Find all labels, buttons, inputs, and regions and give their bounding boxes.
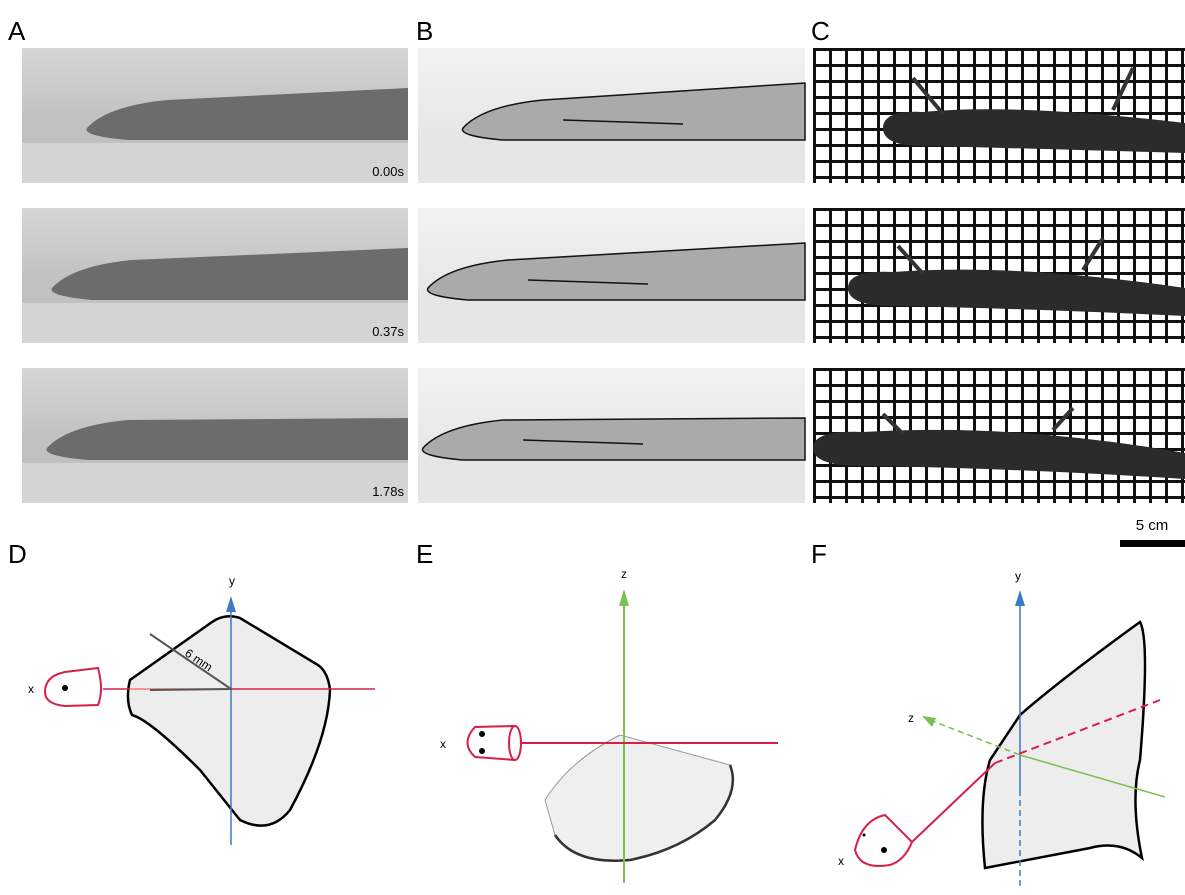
axis-label: y	[1015, 569, 1021, 583]
z-axis	[1019, 754, 1166, 798]
axis-label: z	[621, 567, 627, 581]
ground	[22, 463, 408, 503]
ground	[418, 306, 805, 343]
head	[853, 813, 914, 867]
photo-b	[418, 208, 806, 343]
scale-bar	[1120, 540, 1185, 547]
panel-label: B	[416, 16, 433, 46]
timestamp: 0.37s	[372, 324, 404, 339]
axis-label: x	[838, 854, 844, 868]
arrow	[1015, 590, 1025, 606]
axis-label: x	[28, 682, 34, 696]
animal	[86, 88, 408, 140]
x-axis	[911, 762, 996, 843]
arrow	[226, 596, 236, 612]
eye	[862, 833, 866, 837]
axis-label: y	[229, 574, 235, 588]
diagram-d: 6 mm y x	[28, 574, 375, 845]
photo-a: 0.37s	[22, 208, 408, 343]
head	[466, 724, 516, 762]
limb	[1111, 67, 1135, 111]
limb-trace	[527, 279, 649, 285]
eye	[881, 847, 887, 853]
ground	[418, 146, 805, 183]
axis-label: z	[908, 711, 914, 725]
eye	[62, 685, 68, 691]
limb	[896, 244, 925, 276]
animal	[426, 242, 806, 301]
photo-c	[813, 208, 1185, 343]
animal	[848, 269, 1185, 316]
body-section	[126, 614, 332, 827]
limb	[1081, 236, 1105, 272]
scale-label: 5 cm	[1136, 517, 1169, 534]
limb-trace	[562, 119, 684, 125]
photo-a: 0.00s	[22, 48, 408, 183]
photo-b	[418, 368, 806, 503]
head	[43, 666, 102, 708]
animal	[421, 417, 806, 461]
ground	[22, 143, 408, 183]
x-axis	[994, 699, 1161, 764]
body-section	[981, 620, 1147, 870]
panel-label: E	[416, 539, 433, 569]
animal	[461, 82, 806, 141]
animal	[46, 418, 408, 460]
timestamp: 0.00s	[372, 164, 404, 179]
eye	[479, 748, 485, 754]
panel-label: A	[8, 16, 26, 46]
body-section	[544, 734, 734, 862]
radius	[149, 633, 232, 690]
arrow	[922, 716, 936, 727]
photo-grid: 0.00s 0.37s 1.78s	[22, 48, 1185, 503]
photo-c	[813, 48, 1185, 183]
animal	[813, 429, 1185, 479]
panel-label: D	[8, 539, 27, 569]
diagram-e: z x	[440, 567, 778, 883]
axis-label: x	[440, 737, 446, 751]
ground	[418, 466, 805, 503]
outline	[553, 764, 735, 862]
limb	[911, 76, 945, 116]
animal	[51, 248, 408, 300]
eye	[479, 731, 485, 737]
photo-a: 1.78s	[22, 368, 408, 503]
limb-trace	[522, 439, 644, 445]
photo-b	[418, 48, 806, 183]
arrow	[619, 589, 629, 606]
limb	[1051, 406, 1075, 432]
timestamp: 1.78s	[372, 484, 404, 499]
limb	[881, 412, 905, 436]
panel-label: C	[811, 16, 830, 46]
diagram-f: y z x	[838, 569, 1166, 890]
photo-c	[813, 368, 1185, 503]
head-rim	[508, 725, 522, 761]
ground	[22, 303, 408, 343]
panel-label: F	[811, 539, 827, 569]
z-axis	[929, 719, 1021, 756]
animal	[883, 109, 1185, 153]
radius	[149, 688, 232, 691]
